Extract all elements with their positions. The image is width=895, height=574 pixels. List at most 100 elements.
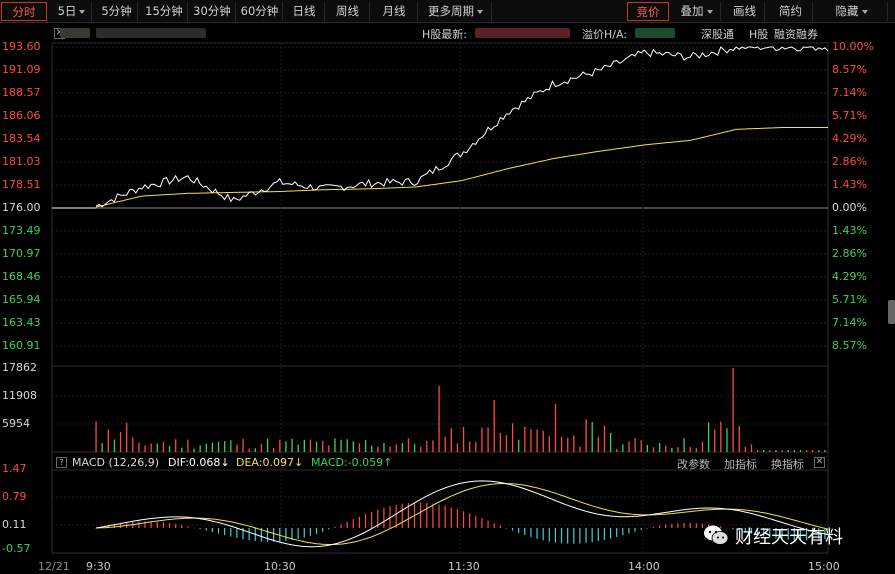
question-icon[interactable]: ? <box>56 457 67 468</box>
percent-tick-label: 7.14% <box>832 316 867 329</box>
macd-bar <box>548 528 550 542</box>
macd-bar <box>475 515 477 528</box>
macd-bar <box>242 528 244 540</box>
volume-bar <box>511 423 514 452</box>
shenzhen-connect-link[interactable]: 深股通 <box>701 28 734 41</box>
switch-indicator-button[interactable]: 换指标 <box>771 458 804 471</box>
hshare-link[interactable]: H股 <box>749 28 769 41</box>
tab-5min[interactable]: 5分钟 <box>96 2 138 21</box>
macd-bar <box>309 528 311 536</box>
macd-bar <box>358 516 360 528</box>
tab-monthly[interactable]: 月线 <box>371 2 418 21</box>
macd-bar <box>340 524 342 528</box>
volume-bar <box>358 443 361 452</box>
macd-bar <box>113 523 115 528</box>
add-indicator-button[interactable]: 加指标 <box>724 458 757 471</box>
volume-bar <box>524 426 526 452</box>
macd-bar <box>395 504 397 528</box>
volume-bar <box>401 442 403 452</box>
price-tick-label: 193.60 <box>2 40 41 53</box>
macd-bar <box>738 528 740 531</box>
modify-params-button[interactable]: 改参数 <box>677 458 710 471</box>
volume-bar <box>426 440 428 452</box>
draw-line-button[interactable]: 画线 <box>725 2 765 21</box>
tab-daily[interactable]: 日线 <box>284 2 325 21</box>
tab-intraday[interactable]: 分时 <box>1 2 47 21</box>
more-periods-dropdown[interactable]: 更多周期 <box>420 2 492 21</box>
percent-tick-label: 2.86% <box>832 155 867 168</box>
macd-bar <box>420 502 422 528</box>
macd-bar <box>450 507 452 528</box>
percent-tick-label: 8.57% <box>832 339 867 352</box>
volume-bar <box>328 445 330 452</box>
macd-bar <box>481 518 483 528</box>
volume-bar <box>542 430 544 452</box>
volume-bar <box>658 442 661 452</box>
volume-bar <box>818 450 820 452</box>
panel-resize-handle[interactable] <box>888 300 895 324</box>
volume-bar <box>334 438 336 452</box>
macd-bar <box>677 523 679 528</box>
volume-bar <box>481 427 483 452</box>
macd-bar <box>469 513 471 528</box>
simple-mode-button[interactable]: 简约 <box>769 2 813 21</box>
tab-5day[interactable]: 5日 <box>52 2 92 21</box>
macd-bar <box>756 528 759 535</box>
macd-bar <box>407 503 410 528</box>
volume-bar <box>756 450 759 452</box>
price-tick-label: 165.94 <box>2 293 41 306</box>
volume-bar <box>315 441 318 452</box>
macd-value: MACD:-0.059↑ <box>311 456 393 469</box>
tab-auction[interactable]: 竞价 <box>627 2 669 21</box>
macd-bar <box>805 528 808 541</box>
macd-bar <box>205 528 207 531</box>
volume-bar <box>609 432 612 452</box>
volume-bar <box>364 440 367 452</box>
percent-tick-label: 0.00% <box>832 201 867 214</box>
volume-bar <box>187 439 189 452</box>
macd-bar <box>499 525 501 528</box>
redacted-block <box>635 28 675 38</box>
macd-bar <box>524 528 526 536</box>
macd-bar <box>328 528 330 530</box>
tab-15min[interactable]: 15分钟 <box>141 2 188 21</box>
volume-bar <box>671 447 673 452</box>
watermark-text: 财经天天有料 <box>735 527 843 548</box>
volume-bar <box>579 446 581 452</box>
volume-bar <box>720 421 722 452</box>
volume-bar <box>554 404 557 452</box>
tab-weekly[interactable]: 周线 <box>326 2 370 21</box>
macd-bar <box>511 528 514 531</box>
macd-bar <box>438 504 440 528</box>
margin-trading-link[interactable]: 融资融券 <box>774 28 818 41</box>
macd-tick-label: -0.57 <box>2 542 31 555</box>
close-icon[interactable]: ✕ <box>814 457 825 468</box>
volume-bar <box>548 436 550 452</box>
tab-60min[interactable]: 60分钟 <box>237 2 283 21</box>
volume-bar <box>383 442 385 452</box>
macd-bar <box>793 528 795 541</box>
macd-bar <box>554 528 557 543</box>
macd-bar <box>487 520 489 528</box>
tab-30min[interactable]: 30分钟 <box>189 2 236 21</box>
macd-bar <box>181 525 183 528</box>
hide-dropdown[interactable]: 隐藏 <box>816 2 888 21</box>
macd-bar <box>199 528 201 530</box>
macd-bar <box>530 528 532 538</box>
overlay-dropdown[interactable]: 叠加 <box>673 2 721 21</box>
macd-bar <box>322 528 324 532</box>
redacted-block <box>60 28 90 38</box>
volume-bar <box>438 386 440 452</box>
price-tick-label: 183.54 <box>2 132 41 145</box>
price-tick-label: 163.43 <box>2 316 41 329</box>
volume-bar <box>732 368 734 452</box>
volume-bar <box>444 436 446 452</box>
macd-bar <box>444 505 446 528</box>
macd-bar <box>763 528 765 537</box>
percent-tick-label: 10.00% <box>832 40 874 53</box>
dif-line <box>95 480 829 548</box>
volume-bar <box>475 441 477 452</box>
price-tick-label: 181.03 <box>2 155 41 168</box>
volume-bar <box>352 441 354 452</box>
